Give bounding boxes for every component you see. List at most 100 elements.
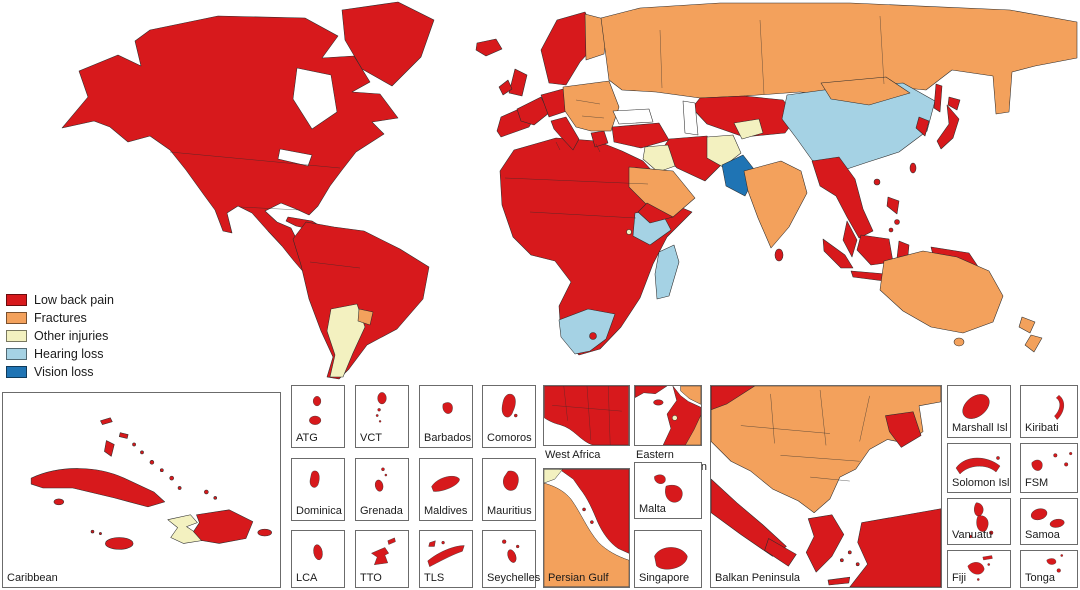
inset-label-tto: TTO xyxy=(360,572,382,585)
inset-label-lca: LCA xyxy=(296,572,318,585)
inset-marshall: Marshall Isl xyxy=(947,385,1011,438)
inset-malta: Malta xyxy=(634,462,702,519)
region-vanuatu xyxy=(968,502,994,539)
legend-swatch-other-injuries xyxy=(6,330,27,342)
inset-seychelles: Seychelles xyxy=(482,530,540,588)
inset-label-persian-gulf: Persian Gulf xyxy=(548,572,609,585)
legend-label: Vision loss xyxy=(34,364,94,379)
inset-west-africa xyxy=(543,385,630,446)
inset-vanuatu: Vanuatu xyxy=(947,498,1011,545)
legend-item-fractures: Fractures xyxy=(6,309,114,327)
region-grenada xyxy=(374,467,388,492)
region-em-north xyxy=(680,386,701,405)
region-pg-kuwait xyxy=(544,469,563,484)
inset-label-comoros: Comoros xyxy=(487,432,532,445)
region-mongolia xyxy=(820,76,911,106)
inset-label-balkan: Balkan Peninsula xyxy=(715,572,801,585)
region-comoros xyxy=(501,393,518,418)
region-small-cays xyxy=(90,489,217,536)
region-sri-lanka xyxy=(774,248,784,262)
inset-label-grenada: Grenada xyxy=(360,505,403,518)
legend-label: Low back pain xyxy=(34,292,114,307)
legend-item-hearing-loss: Hearing loss xyxy=(6,345,114,363)
internal-borders xyxy=(169,15,885,269)
legend-swatch-hearing-loss xyxy=(6,348,27,360)
legend-label: Hearing loss xyxy=(34,346,104,361)
inset-lca: LCA xyxy=(291,530,345,588)
region-central-asia xyxy=(691,95,798,138)
region-rwanda-burundi xyxy=(626,229,632,235)
region-tto xyxy=(371,537,396,566)
region-tls xyxy=(427,540,465,567)
region-fiji xyxy=(967,555,993,581)
west-africa-borders xyxy=(552,386,622,445)
region-cuba-inset xyxy=(30,468,166,508)
inset-label-atg: ATG xyxy=(296,432,318,445)
inset-label-marshall: Marshall Isl xyxy=(952,422,1008,435)
region-balkan-italy xyxy=(711,478,797,567)
inset-barbados: Barbados xyxy=(419,385,473,448)
inset-label-maldives: Maldives xyxy=(424,505,468,518)
region-kiribati xyxy=(1054,395,1064,420)
region-southeast-asia xyxy=(811,156,874,258)
region-seychelles xyxy=(502,539,520,563)
region-sakhalin xyxy=(933,83,943,113)
inset-label-tls: TLS xyxy=(424,572,445,585)
region-balkan-moldova xyxy=(885,411,922,448)
inset-vct: VCT xyxy=(355,385,409,448)
inset-maldives: Maldives xyxy=(419,458,473,521)
inset-label-seychelles: Seychelles xyxy=(487,572,541,585)
inset-samoa: Samoa xyxy=(1020,498,1078,545)
inset-label-kiribati: Kiribati xyxy=(1025,422,1059,435)
region-em-cyprus xyxy=(653,399,664,406)
region-balkan-core xyxy=(711,386,941,514)
region-south-america xyxy=(292,221,430,380)
inset-label-samoa: Samoa xyxy=(1025,529,1060,542)
inset-persian-gulf: Persian Gulf xyxy=(543,468,630,588)
region-pg-islands xyxy=(582,507,594,524)
region-bahamas xyxy=(100,417,182,490)
inset-label-caribbean: Caribbean xyxy=(7,572,58,585)
region-yemen xyxy=(637,202,674,224)
region-fsm xyxy=(1031,452,1073,471)
inset-label-singapore: Singapore xyxy=(639,572,690,585)
region-greenland xyxy=(341,1,435,87)
inset-kiribati: Kiribati xyxy=(1020,385,1078,438)
region-india xyxy=(743,160,808,249)
region-em-southeast xyxy=(685,414,701,445)
inset-atg: ATG xyxy=(291,385,345,448)
inset-grenada: Grenada xyxy=(355,458,409,521)
region-uruguay xyxy=(357,308,374,326)
inset-mauritius: Mauritius xyxy=(482,458,536,521)
region-em-israel xyxy=(672,415,678,421)
region-iceland xyxy=(475,38,503,57)
legend-item-vision-loss: Vision loss xyxy=(6,363,114,381)
region-malta xyxy=(654,474,683,503)
legend-label: Fractures xyxy=(34,310,87,325)
region-pg-iran xyxy=(559,469,629,554)
legend-item-low-back-pain: Low back pain xyxy=(6,291,114,309)
region-singapore xyxy=(654,547,688,570)
region-lca xyxy=(313,544,323,561)
region-balkan-greece xyxy=(805,514,860,586)
region-new-zealand xyxy=(1018,316,1043,353)
caspian-sea xyxy=(682,100,699,136)
great-lakes xyxy=(277,148,313,167)
inset-label-fsm: FSM xyxy=(1025,477,1049,490)
inset-tls: TLS xyxy=(419,530,473,588)
inset-label-vct: VCT xyxy=(360,432,382,445)
inset-label-malta: Malta xyxy=(639,503,666,516)
legend-swatch-vision-loss xyxy=(6,366,27,378)
inset-singapore: Singapore xyxy=(634,530,702,588)
region-atg xyxy=(309,396,322,425)
inset-label-fiji: Fiji xyxy=(952,572,967,585)
region-dominica xyxy=(309,470,320,488)
inset-label-barbados: Barbados xyxy=(424,432,472,445)
black-sea xyxy=(612,108,654,125)
inset-caribbean: Caribbean xyxy=(2,392,281,588)
region-em-turkey-coast xyxy=(635,386,668,398)
region-taiwan xyxy=(909,162,917,174)
inset-label-solomon: Solomon Isl xyxy=(952,477,1010,490)
region-japan xyxy=(936,96,961,150)
